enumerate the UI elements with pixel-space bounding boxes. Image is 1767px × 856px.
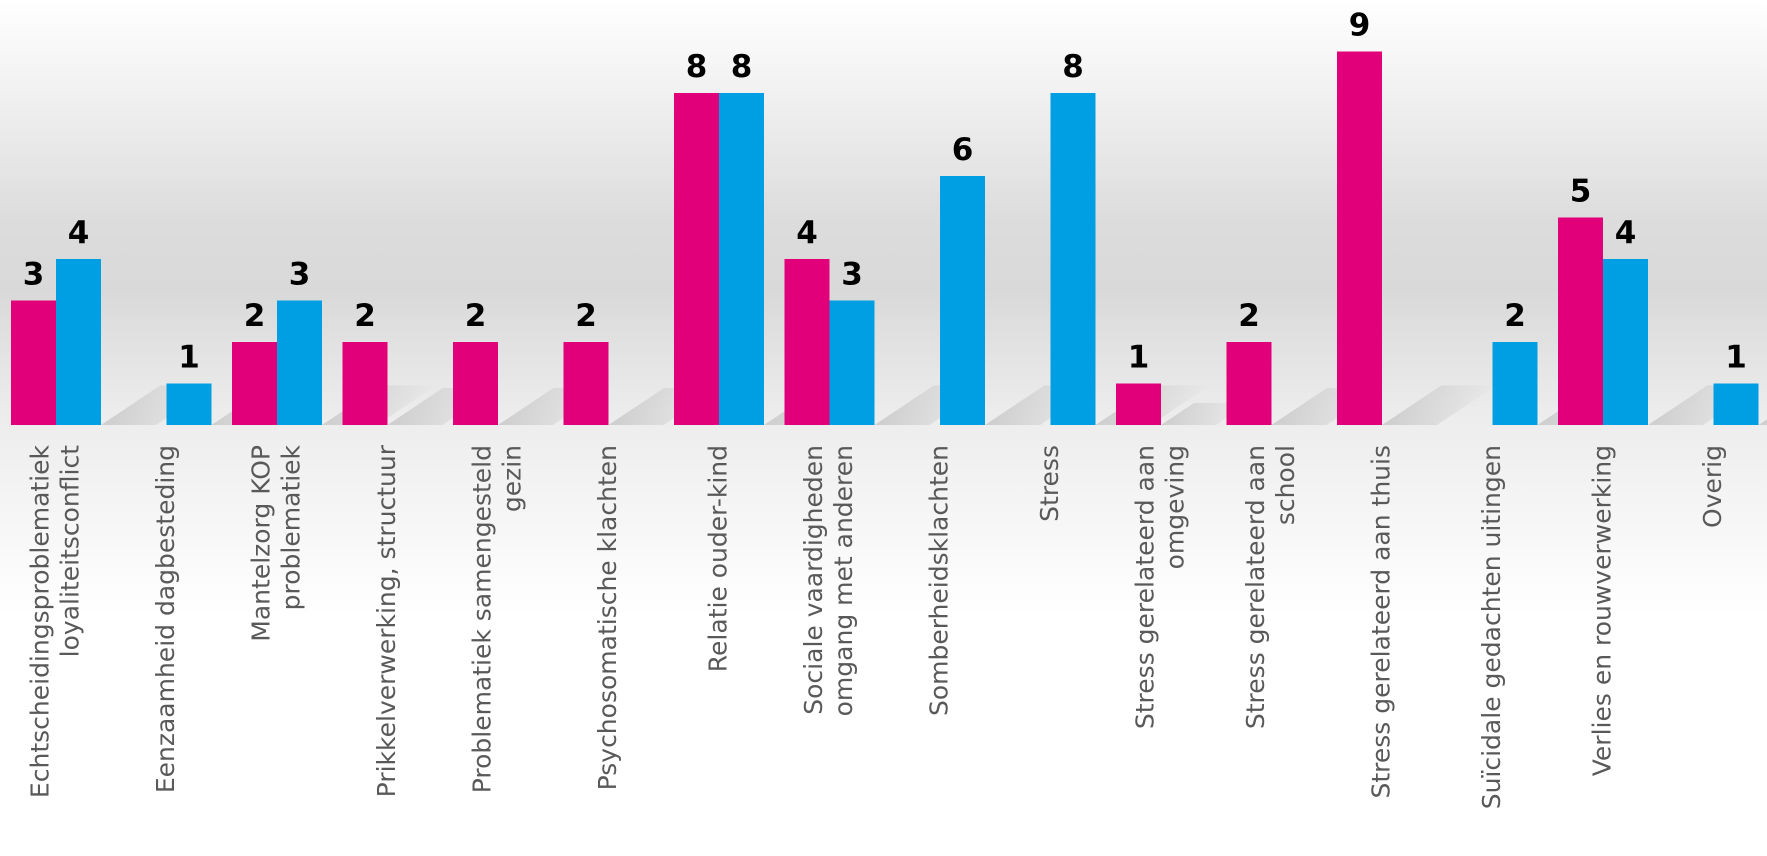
bar-series1-7 xyxy=(784,259,830,425)
value-label: 4 xyxy=(1615,215,1637,251)
bar-series2-6 xyxy=(719,93,764,425)
bar-series1-10 xyxy=(1116,383,1161,425)
value-label: 2 xyxy=(1504,298,1526,334)
category-label-line: Problematiek samengesteld xyxy=(467,445,496,793)
bar-series2-13 xyxy=(1492,342,1538,425)
value-label: 2 xyxy=(244,298,266,334)
bar-series2-8 xyxy=(940,176,985,425)
value-label: 2 xyxy=(1238,298,1260,334)
bar-series2-14 xyxy=(1603,259,1648,425)
category-label-line: Verlies en rouwverwerking xyxy=(1587,445,1616,776)
bar-series1-3 xyxy=(342,342,388,425)
value-label: 3 xyxy=(23,257,45,293)
category-label-line: Somberheidsklachten xyxy=(924,445,953,716)
value-label: 3 xyxy=(289,257,311,293)
bar-series1-0 xyxy=(11,300,56,425)
category-label-line: Psychosomatische klachten xyxy=(593,445,622,790)
category-label: Stress gerelateerd aan thuis xyxy=(1366,445,1395,799)
value-label: 2 xyxy=(465,298,487,334)
category-label-line: Stress gerelateerd aan xyxy=(1130,445,1159,729)
bar-series2-2 xyxy=(277,300,322,425)
category-label: Eenzaamheid dagbesteding xyxy=(151,445,180,793)
bar-series1-2 xyxy=(232,342,277,425)
value-label: 2 xyxy=(575,298,597,334)
value-label: 1 xyxy=(1128,340,1150,376)
bar-series2-15 xyxy=(1713,383,1759,425)
value-label: 3 xyxy=(841,257,863,293)
category-label-line: Stress gerelateerd aan xyxy=(1241,445,1270,729)
bar-shadow xyxy=(1758,419,1767,425)
category-label-line: Echtscheidingsproblematiek xyxy=(25,444,54,798)
category-label: Problematiek samengesteld gezin xyxy=(467,445,526,793)
category-label-line: Relatie ouder-kind xyxy=(703,445,732,672)
category-label-line: omgeving xyxy=(1160,445,1189,569)
category-label-line: loyaliteitsconflict xyxy=(55,445,84,658)
category-label: Verlies en rouwverwerking xyxy=(1587,445,1616,776)
value-label: 4 xyxy=(796,215,818,251)
bar-series1-5 xyxy=(563,342,609,425)
category-label-line: Overig xyxy=(1698,445,1727,528)
category-label: Prikkelverwerking, structuur xyxy=(372,444,401,797)
bar-series1-12 xyxy=(1337,51,1382,425)
category-label: Psychosomatische klachten xyxy=(593,445,622,790)
bar-series1-6 xyxy=(674,93,719,425)
bar-series1-4 xyxy=(453,342,498,425)
category-label-line: Stress xyxy=(1035,445,1064,522)
category-label: Sociale vaardigheden omgang met anderen xyxy=(799,445,858,716)
value-label: 1 xyxy=(178,340,200,376)
category-label-line: Mantelzorg KOP xyxy=(246,445,275,642)
category-label-line: Suïcidale gedachten uitingen xyxy=(1477,445,1506,809)
category-label-line: Sociale vaardigheden xyxy=(799,445,828,715)
value-label: 6 xyxy=(952,132,974,168)
bar-series1-14 xyxy=(1558,217,1603,425)
value-label: 1 xyxy=(1725,340,1747,376)
category-label: Echtscheidingsproblematiek loyaliteitscon… xyxy=(25,444,84,798)
bar-series2-9 xyxy=(1050,93,1096,425)
category-label: Mantelzorg KOP problematiek xyxy=(246,444,305,641)
category-label-line: omgang met anderen xyxy=(829,445,858,716)
category-label: Stress xyxy=(1035,445,1064,522)
bar-shadow xyxy=(1382,385,1497,425)
category-label: Somberheidsklachten xyxy=(924,445,953,716)
category-label: Suïcidale gedachten uitingen xyxy=(1477,445,1506,809)
value-label: 8 xyxy=(1062,49,1084,85)
category-label-line: Eenzaamheid dagbesteding xyxy=(151,445,180,793)
value-label: 8 xyxy=(731,49,753,85)
bar-series2-0 xyxy=(56,259,101,425)
bar-series2-1 xyxy=(166,383,212,425)
category-label: Overig xyxy=(1698,445,1727,528)
category-label-line: problematiek xyxy=(276,444,305,610)
value-label: 8 xyxy=(686,49,708,85)
category-labels-group: Echtscheidingsproblematiek loyaliteitscon… xyxy=(25,444,1727,809)
category-label-line: Stress gerelateerd aan thuis xyxy=(1366,445,1395,799)
bar-series1-11 xyxy=(1226,342,1272,425)
bars-group xyxy=(11,51,1759,425)
value-label: 9 xyxy=(1349,8,1371,44)
category-label-line: gezin xyxy=(497,445,526,512)
category-label: Stress gerelateerd aan omgeving xyxy=(1130,445,1189,729)
bar-series2-7 xyxy=(829,300,875,425)
category-label-line: school xyxy=(1271,445,1300,525)
category-label-line: Prikkelverwerking, structuur xyxy=(372,444,401,797)
value-label: 2 xyxy=(354,298,376,334)
value-label: 4 xyxy=(68,215,90,251)
value-label: 5 xyxy=(1570,174,1592,210)
category-label: Relatie ouder-kind xyxy=(703,445,732,672)
category-label: Stress gerelateerd aan school xyxy=(1241,445,1300,729)
